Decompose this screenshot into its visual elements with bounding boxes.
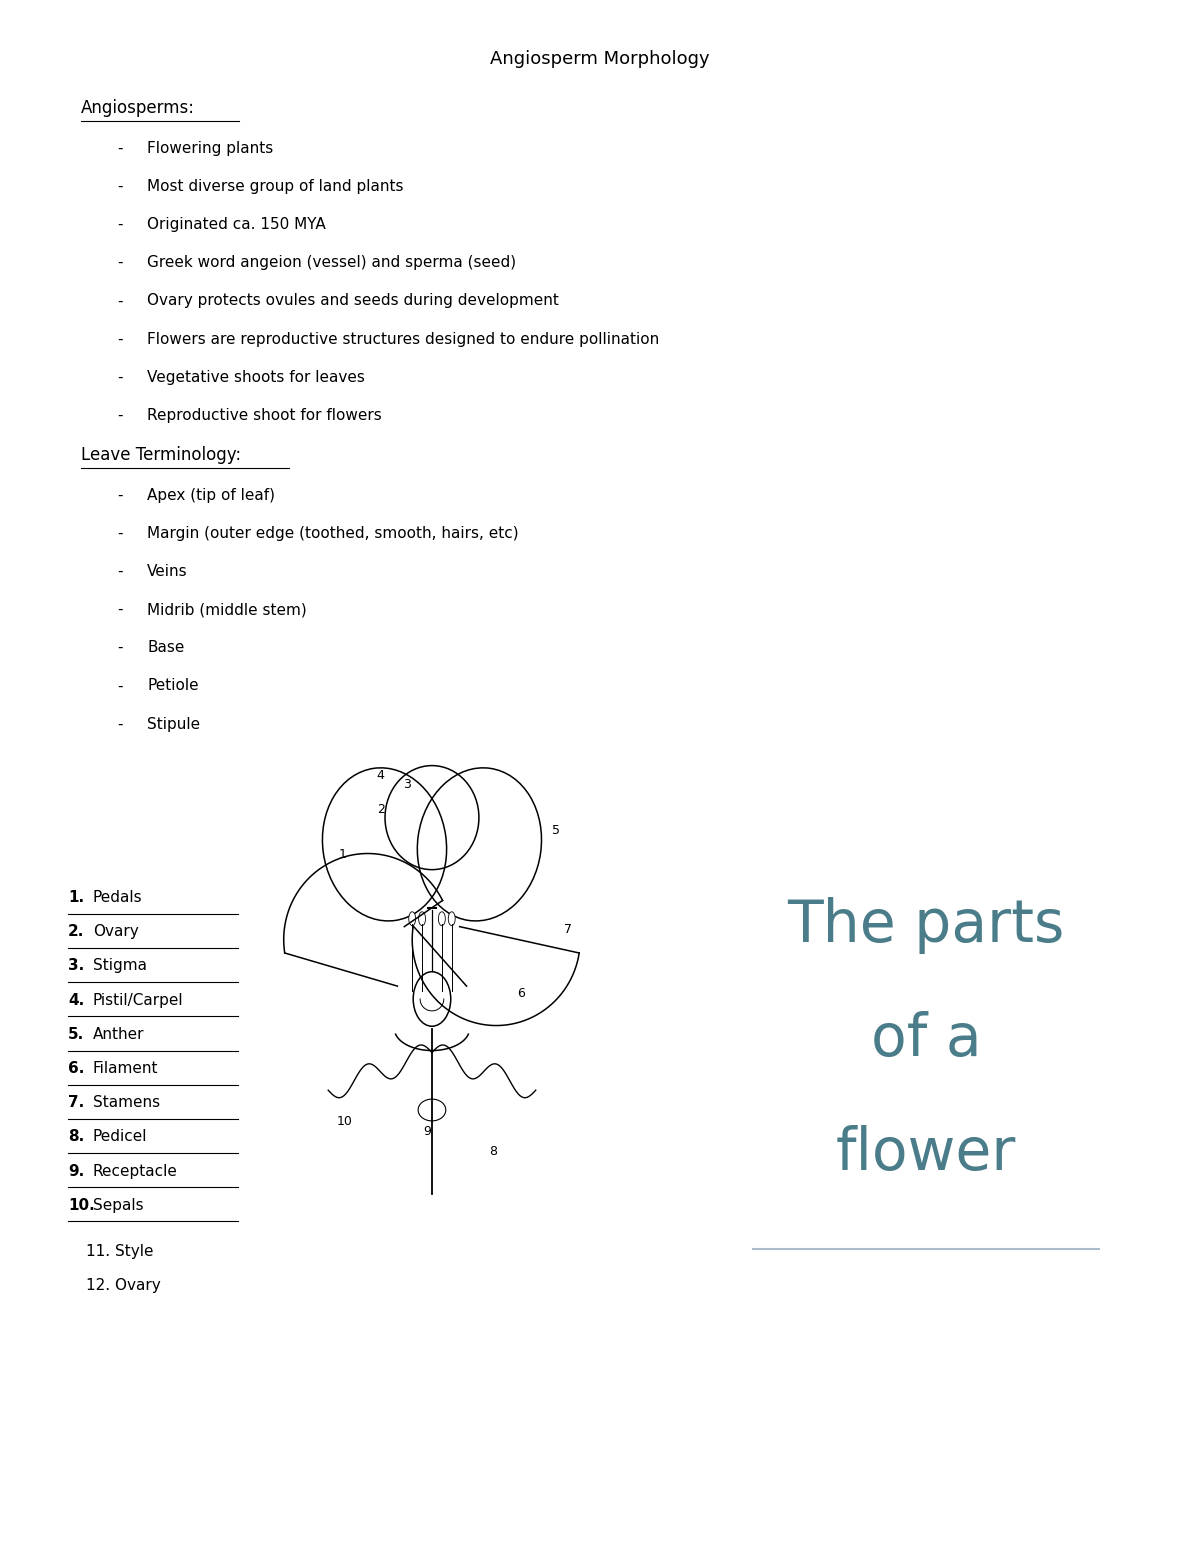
Text: 6: 6 bbox=[517, 986, 524, 1000]
Text: Filament: Filament bbox=[92, 1061, 158, 1076]
Text: Margin (outer edge (toothed, smooth, hairs, etc): Margin (outer edge (toothed, smooth, hai… bbox=[148, 526, 518, 540]
Text: Apex (tip of leaf): Apex (tip of leaf) bbox=[148, 488, 275, 503]
Text: Greek word angeion (vessel) and sperma (seed): Greek word angeion (vessel) and sperma (… bbox=[148, 255, 516, 270]
Text: 7: 7 bbox=[564, 922, 572, 936]
Text: 8.: 8. bbox=[68, 1129, 84, 1145]
Text: -: - bbox=[118, 370, 124, 385]
Text: -: - bbox=[118, 716, 124, 731]
Text: Receptacle: Receptacle bbox=[92, 1163, 178, 1179]
Text: Petiole: Petiole bbox=[148, 679, 199, 693]
Text: Midrib (middle stem): Midrib (middle stem) bbox=[148, 603, 307, 617]
Text: Flowers are reproductive structures designed to endure pollination: Flowers are reproductive structures desi… bbox=[148, 331, 660, 346]
Text: Most diverse group of land plants: Most diverse group of land plants bbox=[148, 179, 404, 194]
Text: 11. Style: 11. Style bbox=[86, 1244, 154, 1259]
Ellipse shape bbox=[438, 912, 445, 926]
Text: -: - bbox=[118, 603, 124, 617]
Text: 2: 2 bbox=[377, 803, 384, 817]
Ellipse shape bbox=[449, 912, 455, 926]
Text: Pedicel: Pedicel bbox=[92, 1129, 148, 1145]
Text: 8: 8 bbox=[490, 1145, 497, 1159]
Text: 7.: 7. bbox=[68, 1095, 84, 1110]
Text: 10: 10 bbox=[337, 1115, 353, 1129]
Text: Anther: Anther bbox=[92, 1027, 144, 1042]
Text: Ovary: Ovary bbox=[92, 924, 139, 940]
Ellipse shape bbox=[419, 912, 426, 926]
Ellipse shape bbox=[409, 912, 415, 926]
Text: Angiosperm Morphology: Angiosperm Morphology bbox=[490, 50, 710, 68]
Text: Ovary protects ovules and seeds during development: Ovary protects ovules and seeds during d… bbox=[148, 294, 559, 309]
Text: Sepals: Sepals bbox=[92, 1197, 144, 1213]
Text: Vegetative shoots for leaves: Vegetative shoots for leaves bbox=[148, 370, 365, 385]
Text: Stipule: Stipule bbox=[148, 716, 200, 731]
Text: of a: of a bbox=[871, 1011, 982, 1068]
Text: 5: 5 bbox=[552, 825, 559, 837]
Text: 2.: 2. bbox=[68, 924, 85, 940]
Text: Originated ca. 150 MYA: Originated ca. 150 MYA bbox=[148, 217, 326, 231]
Text: -: - bbox=[118, 408, 124, 422]
Text: 3: 3 bbox=[403, 778, 412, 792]
Text: Base: Base bbox=[148, 640, 185, 655]
Text: 9.: 9. bbox=[68, 1163, 84, 1179]
Text: Leave Terminology:: Leave Terminology: bbox=[82, 446, 241, 464]
Text: Stigma: Stigma bbox=[92, 958, 146, 974]
Text: 4: 4 bbox=[377, 769, 384, 781]
Text: Angiosperms:: Angiosperms: bbox=[82, 99, 196, 116]
Text: -: - bbox=[118, 564, 124, 579]
Text: -: - bbox=[118, 640, 124, 655]
Text: Pistil/Carpel: Pistil/Carpel bbox=[92, 992, 184, 1008]
Text: 4.: 4. bbox=[68, 992, 84, 1008]
Text: -: - bbox=[118, 294, 124, 309]
Text: 3.: 3. bbox=[68, 958, 84, 974]
Text: -: - bbox=[118, 679, 124, 693]
Text: 5.: 5. bbox=[68, 1027, 84, 1042]
Text: Veins: Veins bbox=[148, 564, 188, 579]
Text: Flowering plants: Flowering plants bbox=[148, 141, 274, 155]
Text: -: - bbox=[118, 255, 124, 270]
Text: 10.: 10. bbox=[68, 1197, 95, 1213]
Text: -: - bbox=[118, 179, 124, 194]
Text: 12. Ovary: 12. Ovary bbox=[86, 1278, 161, 1294]
Text: 9: 9 bbox=[424, 1126, 431, 1138]
Text: Reproductive shoot for flowers: Reproductive shoot for flowers bbox=[148, 408, 382, 422]
Text: -: - bbox=[118, 141, 124, 155]
Text: flower: flower bbox=[836, 1124, 1016, 1182]
Text: The parts: The parts bbox=[787, 898, 1064, 954]
Text: Stamens: Stamens bbox=[92, 1095, 160, 1110]
Text: -: - bbox=[118, 526, 124, 540]
Text: -: - bbox=[118, 217, 124, 231]
Text: 6.: 6. bbox=[68, 1061, 85, 1076]
Text: 1: 1 bbox=[340, 848, 347, 860]
Text: Pedals: Pedals bbox=[92, 890, 143, 905]
Text: -: - bbox=[118, 331, 124, 346]
Text: -: - bbox=[118, 488, 124, 503]
Text: 1.: 1. bbox=[68, 890, 84, 905]
